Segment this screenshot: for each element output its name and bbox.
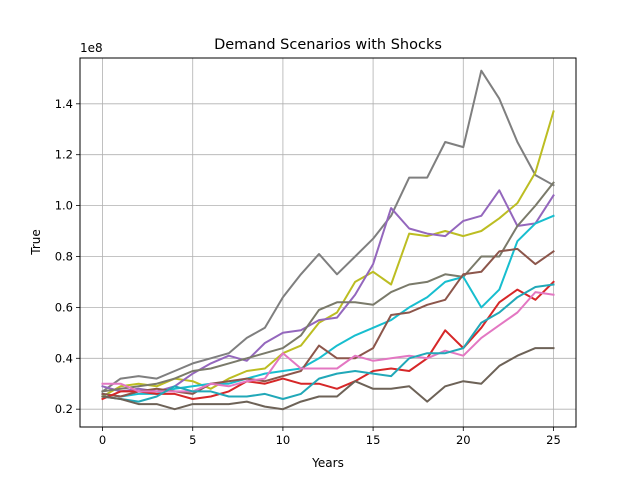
y-tick-label: 1.0	[55, 199, 73, 213]
series-layer	[101, 69, 555, 411]
tick-layer: 0 5 10 15 20 25 0.2 0.4 0.6 0.8 1.0 1.2 1.4	[55, 97, 561, 447]
series-line-2	[101, 110, 555, 398]
x-tick-label: 20	[456, 433, 471, 447]
y-tick-label: 0.8	[55, 249, 73, 263]
x-tick-label: 5	[189, 433, 196, 447]
chart-title: Demand Scenarios with Shocks	[214, 37, 442, 53]
y-axis-label: True	[29, 229, 43, 256]
series-line-8	[101, 291, 555, 393]
x-axis-label: Years	[311, 456, 344, 470]
x-tick-label: 25	[546, 433, 561, 447]
x-tick-label: 0	[99, 433, 106, 447]
y-tick-label: 1.2	[55, 148, 73, 162]
y-tick-label: 1.4	[55, 97, 73, 111]
series-line-3	[101, 189, 555, 393]
y-tick-label: 0.6	[55, 300, 73, 314]
y-tick-label: 0.4	[55, 351, 73, 365]
y-axis-offset-label: 1e8	[80, 41, 103, 55]
series-line-7	[101, 280, 555, 401]
series-line-9	[101, 283, 555, 403]
series-line-10	[101, 347, 555, 411]
plot-frame	[79, 57, 577, 428]
series-line-1	[101, 69, 555, 393]
series-line-4	[101, 181, 555, 393]
x-tick-label: 10	[276, 433, 291, 447]
x-tick-label: 15	[366, 433, 381, 447]
y-tick-label: 0.2	[55, 402, 73, 416]
